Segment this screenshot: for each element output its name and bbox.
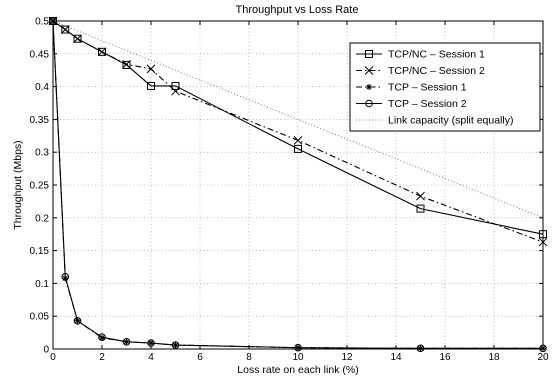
series-2-point-stroke-b bbox=[122, 59, 131, 69]
series-2-point-stroke-b bbox=[60, 25, 70, 34]
series-2-point-stroke-b bbox=[73, 34, 82, 44]
series-2-point bbox=[122, 59, 131, 69]
series-1-point bbox=[61, 25, 70, 34]
legend-marker bbox=[365, 50, 373, 58]
y-tick-label: 0.15 bbox=[30, 246, 50, 257]
series-2-line bbox=[52, 20, 544, 243]
series-2-point-stroke-b bbox=[293, 136, 303, 145]
y-tick-label: 0.45 bbox=[30, 49, 50, 60]
legend-label: TCP/NC – Session 1 bbox=[388, 49, 485, 61]
series-4-point-shape bbox=[171, 341, 180, 349]
series-1-point bbox=[122, 60, 131, 69]
series-1-point-shape bbox=[147, 81, 155, 90]
series-1-point bbox=[98, 47, 106, 56]
series-4-point-shape bbox=[73, 316, 82, 325]
legend-marker bbox=[365, 99, 373, 108]
y-axis: 0 0.05 0.1 0.15 0.2 0.25 0.3 0.35 0.4 0.45 0.5 bbox=[30, 17, 543, 356]
legend-entry: TCP/NC – Session 2 bbox=[356, 65, 485, 77]
series-2-point-stroke-b bbox=[416, 191, 425, 201]
series-2-point bbox=[416, 191, 425, 201]
legend-label: Link capacity (split equally) bbox=[388, 115, 513, 127]
series-4-point-shape bbox=[416, 344, 425, 353]
x-axis: 0 2 4 6 8 10 12 14 16 18 20 bbox=[50, 21, 549, 363]
grid-layer bbox=[53, 21, 543, 349]
legend: TCP/NC – Session 1 TCP/NC – Session 2 TCP … bbox=[349, 42, 541, 132]
x-tick-label: 12 bbox=[341, 352, 353, 363]
series-2-point-stroke-b bbox=[146, 64, 156, 74]
x-tick-label: 8 bbox=[246, 352, 252, 363]
legend-entry: TCP/NC – Session 1 bbox=[356, 49, 485, 61]
series-1-point-shape bbox=[61, 25, 70, 34]
series-1-point-shape bbox=[98, 47, 106, 56]
series-1-point bbox=[73, 34, 82, 43]
x-tick-label: 20 bbox=[537, 352, 549, 363]
series-2-point bbox=[97, 47, 107, 57]
series-2-point bbox=[171, 86, 180, 96]
series-4-point bbox=[294, 343, 302, 352]
series-1-point-shape bbox=[294, 144, 302, 153]
series-2-point bbox=[293, 136, 303, 145]
legend-label: TCP – Session 1 bbox=[388, 82, 467, 94]
series-4-point bbox=[416, 344, 425, 353]
series-4-point-shape bbox=[294, 343, 302, 352]
y-tick-label: 0.35 bbox=[30, 115, 50, 126]
legend-entry: TCP – Session 2 bbox=[356, 98, 467, 110]
legend-marker-shape bbox=[365, 99, 373, 108]
legend-label: TCP – Session 2 bbox=[388, 98, 467, 110]
series-4-point-shape bbox=[61, 273, 70, 281]
series-4-point bbox=[122, 337, 131, 346]
y-tick-label: 0.25 bbox=[30, 181, 50, 192]
legend-box bbox=[349, 42, 541, 132]
series-1-point-shape bbox=[171, 81, 180, 90]
y-tick-label: 0.1 bbox=[35, 279, 49, 290]
series-1-point-shape bbox=[122, 60, 131, 69]
series-4-point bbox=[98, 333, 106, 341]
series-1-point bbox=[147, 81, 155, 90]
series-2-point bbox=[73, 34, 82, 44]
y-tick-label: 0 bbox=[43, 345, 49, 356]
series-4-line bbox=[52, 20, 543, 349]
series-2-point bbox=[146, 64, 156, 74]
y-tick-label: 0.05 bbox=[30, 312, 50, 323]
x-tick-label: 2 bbox=[99, 352, 105, 363]
series-4-point bbox=[73, 316, 82, 325]
series-4 bbox=[49, 17, 547, 353]
legend-label: TCP/NC – Session 2 bbox=[388, 65, 485, 77]
x-tick-label: 18 bbox=[488, 352, 500, 363]
x-tick-label: 0 bbox=[50, 352, 56, 363]
x-tick-label: 10 bbox=[292, 352, 304, 363]
x-tick-label: 14 bbox=[390, 352, 402, 363]
x-tick-label: 4 bbox=[148, 352, 154, 363]
legend-marker bbox=[366, 84, 372, 90]
y-tick-label: 0.2 bbox=[35, 213, 49, 224]
series-1-point-shape bbox=[416, 204, 425, 213]
series-1-point bbox=[294, 144, 302, 153]
legend-marker bbox=[364, 66, 374, 75]
series-4-point-shape bbox=[122, 337, 131, 346]
y-tick-label: 0.3 bbox=[35, 148, 49, 159]
series-4-point-shape bbox=[98, 333, 106, 341]
series-1-point-shape bbox=[73, 34, 82, 43]
legend-marker-stroke-b bbox=[364, 66, 374, 75]
chart-title: Throughput vs Loss Rate bbox=[236, 4, 359, 16]
series-1-point bbox=[171, 81, 180, 90]
series-3-point-stroke-d bbox=[99, 335, 105, 341]
legend-marker-shape bbox=[365, 50, 373, 58]
x-tick-label: 16 bbox=[439, 352, 451, 363]
x-tick-label: 6 bbox=[197, 352, 203, 363]
series-1-point bbox=[416, 204, 425, 213]
series-2-point bbox=[60, 25, 70, 34]
legend-entry: TCP – Session 1 bbox=[356, 82, 467, 94]
y-tick-label: 0.5 bbox=[35, 17, 49, 28]
y-tick-label: 0.4 bbox=[35, 82, 49, 93]
legend-entry: Link capacity (split equally) bbox=[356, 115, 513, 127]
series-2-point-stroke-b bbox=[97, 47, 107, 57]
series-4-point bbox=[171, 341, 180, 349]
legend-marker-stroke-d bbox=[366, 84, 372, 90]
x-axis-title: Loss rate on each link (%) bbox=[237, 364, 358, 376]
y-axis-title: Throughput (Mbps) bbox=[12, 140, 24, 229]
series-4-point bbox=[61, 273, 70, 281]
series-2-point-stroke-b bbox=[171, 86, 180, 96]
